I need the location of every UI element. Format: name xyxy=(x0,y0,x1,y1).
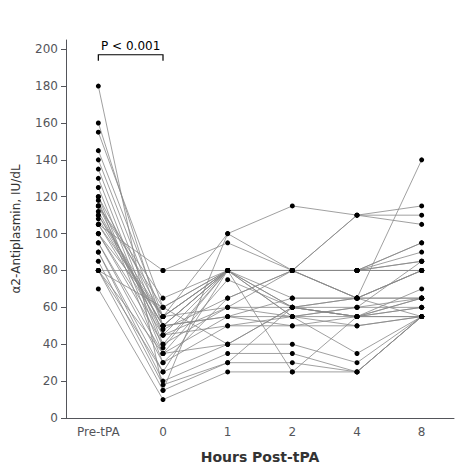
svg-text:1: 1 xyxy=(224,425,232,439)
svg-text:180: 180 xyxy=(35,79,58,93)
svg-text:0: 0 xyxy=(159,425,167,439)
svg-text:α2-Antiplasmin, IU/dL: α2-Antiplasmin, IU/dL xyxy=(9,164,23,294)
svg-text:140: 140 xyxy=(35,153,58,167)
svg-text:80: 80 xyxy=(43,263,58,277)
svg-text:Pre-tPA: Pre-tPA xyxy=(77,425,121,439)
svg-text:40: 40 xyxy=(43,337,58,351)
svg-text:4: 4 xyxy=(353,425,361,439)
svg-text:120: 120 xyxy=(35,190,58,204)
svg-text:0: 0 xyxy=(50,411,58,425)
svg-text:60: 60 xyxy=(43,300,58,314)
svg-text:Hours Post-tPA: Hours Post-tPA xyxy=(201,449,320,465)
svg-text:20: 20 xyxy=(43,374,58,388)
svg-text:2: 2 xyxy=(289,425,297,439)
svg-text:8: 8 xyxy=(418,425,426,439)
svg-text:160: 160 xyxy=(35,116,58,130)
svg-text:200: 200 xyxy=(35,42,58,56)
svg-text:P < 0.001: P < 0.001 xyxy=(101,39,160,53)
svg-text:100: 100 xyxy=(35,227,58,241)
